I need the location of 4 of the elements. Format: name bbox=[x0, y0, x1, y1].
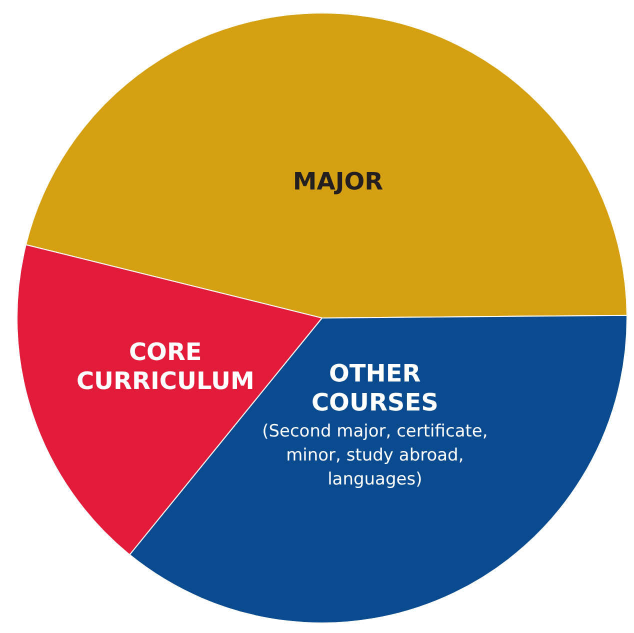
slice-label: OTHER COURSES bbox=[311, 359, 438, 416]
slice-label: CORE CURRICULUM bbox=[76, 338, 254, 395]
slice-label: MAJOR bbox=[292, 168, 384, 196]
text: (Second major, certificate, minor, study abroad, languages) bbox=[262, 421, 488, 490]
